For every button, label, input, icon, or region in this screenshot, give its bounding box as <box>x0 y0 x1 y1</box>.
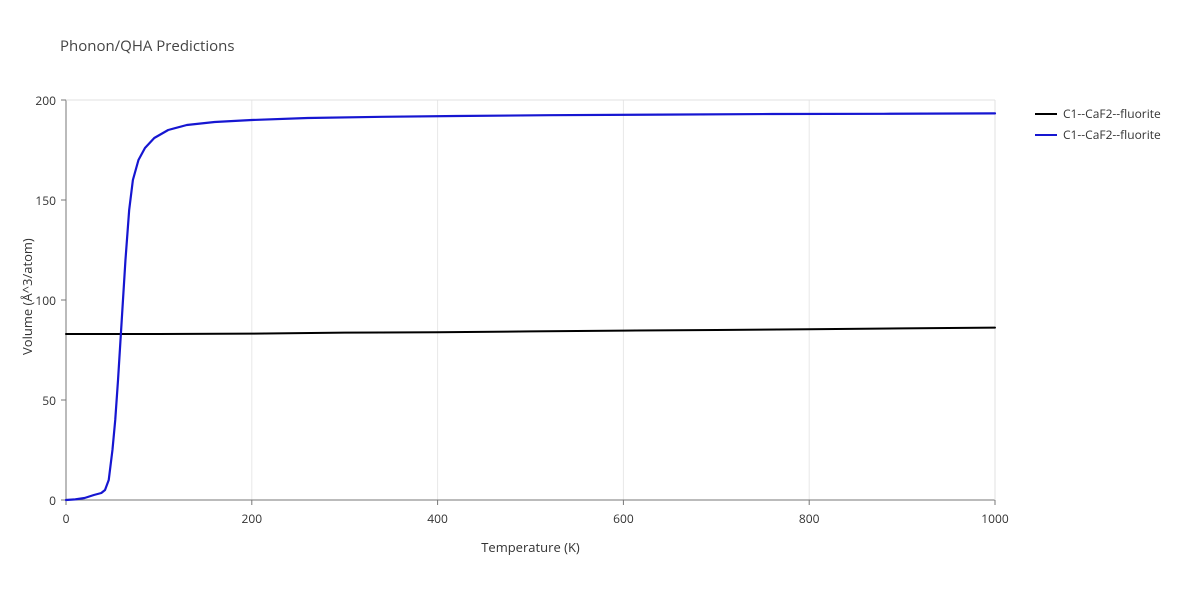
series-line-1 <box>66 113 995 500</box>
y-tick-label: 150 <box>35 192 56 209</box>
chart-container: Phonon/QHA Predictions Volume (Å^3/atom)… <box>0 0 1200 600</box>
x-tick-label: 1000 <box>980 510 1010 527</box>
legend-swatch <box>1035 113 1057 115</box>
y-tick-label: 100 <box>35 292 56 309</box>
legend-item[interactable]: C1--CaF2--fluorite <box>1035 126 1161 143</box>
chart-plot-area <box>0 0 1200 600</box>
y-tick-label: 50 <box>42 392 56 409</box>
legend-label: C1--CaF2--fluorite <box>1063 105 1161 122</box>
legend-item[interactable]: C1--CaF2--fluorite <box>1035 105 1161 122</box>
legend: C1--CaF2--fluorite C1--CaF2--fluorite <box>1035 105 1161 147</box>
series-line-0 <box>66 328 995 334</box>
legend-label: C1--CaF2--fluorite <box>1063 126 1161 143</box>
y-tick-label: 0 <box>49 492 56 509</box>
y-tick-label: 200 <box>35 92 56 109</box>
x-tick-label: 800 <box>794 510 824 527</box>
x-tick-label: 600 <box>608 510 638 527</box>
x-tick-label: 400 <box>423 510 453 527</box>
legend-swatch <box>1035 134 1057 136</box>
x-tick-label: 200 <box>237 510 267 527</box>
x-tick-label: 0 <box>51 510 81 527</box>
